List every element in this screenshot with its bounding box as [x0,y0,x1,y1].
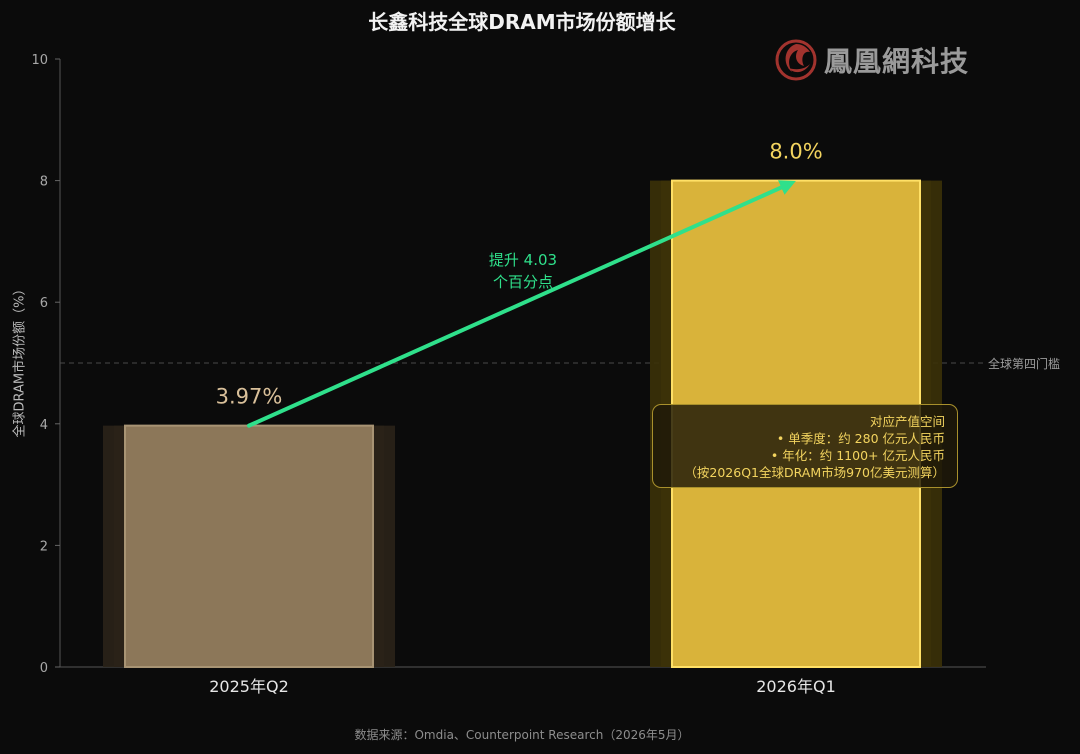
annotation-line-3: （按2026Q1全球DRAM市场970亿美元测算） [684,465,945,480]
brand-logo: 鳳凰網科技 [774,38,969,82]
y-tick-label: 2 [40,539,48,554]
bar-value-label: 3.97% [216,385,283,409]
bar-1 [124,424,374,668]
annotation-box: 对应产值空间 • 单季度：约 280 亿元人民币 • 年化：约 1100+ 亿元… [652,404,958,488]
bar-value-label: 8.0% [769,140,822,164]
logo-text: 鳳凰網科技 [824,45,970,78]
growth-arrow [247,180,796,428]
annotation-title: 对应产值空间 [869,414,945,429]
y-tick-label: 6 [40,296,48,311]
chart-title: 长鑫科技全球DRAM市场份额增长 [368,10,676,34]
annotation-line-1: • 单季度：约 280 亿元人民币 [776,431,945,446]
arrow-label-line-2: 个百分点 [493,273,553,291]
y-tick-label: 0 [40,661,48,676]
annotation-line-2: • 年化：约 1100+ 亿元人民币 [770,448,945,463]
y-tick-label: 8 [40,175,48,190]
phoenix-icon [775,39,817,81]
x-tick-label: 2026年Q1 [756,677,836,696]
y-tick-label: 4 [40,418,48,433]
reference-line-label: 全球第四门槛 [988,356,1060,371]
arrow-label-line-1: 提升 4.03 [489,251,557,269]
data-source: 数据来源：Omdia、Counterpoint Research（2026年5月… [354,728,690,742]
y-tick-label: 10 [31,53,48,68]
x-tick-label: 2025年Q2 [209,677,289,696]
